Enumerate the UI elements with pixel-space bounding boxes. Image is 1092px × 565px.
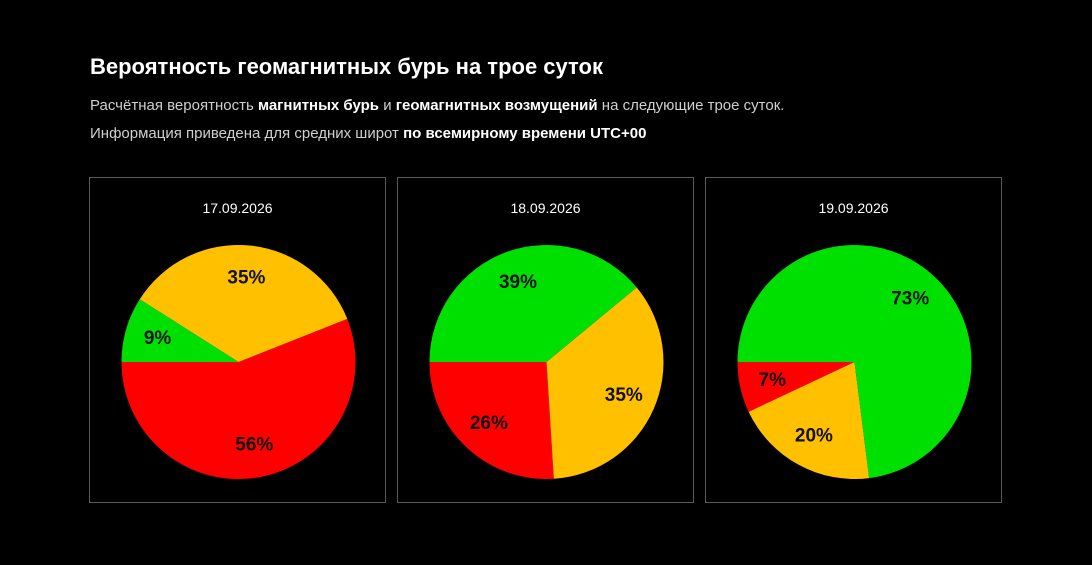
slice-label: 35% bbox=[227, 268, 265, 289]
pie-slice bbox=[546, 287, 664, 479]
description-bold: магнитных бурь bbox=[257, 97, 380, 114]
pie-slice bbox=[748, 362, 870, 480]
slice-label: 35% bbox=[605, 385, 643, 406]
pie-chart-day-2: 26% 35% 39% bbox=[429, 244, 664, 480]
pie-slice bbox=[429, 362, 554, 480]
pie-slice bbox=[121, 299, 239, 362]
slice-label: 73% bbox=[891, 288, 929, 309]
description-bold: геомагнитных возмущений bbox=[395, 97, 598, 114]
forecast-panel-day-3: 19.09.2026 7% 20% 73% bbox=[705, 177, 1002, 503]
slice-label: 26% bbox=[470, 413, 508, 434]
slice-label: 56% bbox=[235, 434, 273, 455]
description-line-2: Информация приведена для средних широт п… bbox=[90, 125, 646, 142]
pie-chart-day-3: 7% 20% 73% bbox=[737, 245, 972, 480]
slice-label: 20% bbox=[795, 425, 833, 446]
description-text: Расчётная вероятность bbox=[90, 97, 258, 114]
description-text: и bbox=[379, 97, 396, 114]
page-title: Вероятность геомагнитных бурь на трое су… bbox=[90, 54, 603, 79]
pie-slice bbox=[139, 245, 348, 362]
pie-slice bbox=[429, 244, 637, 362]
slice-label: 39% bbox=[499, 272, 537, 293]
slice-label: 9% bbox=[144, 328, 172, 349]
description-text: на следующие трое суток. bbox=[597, 97, 785, 114]
forecast-panel-day-1: 17.09.2026 56% 35% 9% bbox=[89, 177, 386, 503]
pie-slice bbox=[737, 245, 972, 479]
pie-slice bbox=[121, 318, 356, 480]
pie-chart-day-1: 56% 35% 9% bbox=[121, 245, 356, 480]
forecast-panel-day-2: 18.09.2026 26% 35% 39% bbox=[397, 177, 694, 503]
forecast-panels: 17.09.2026 56% 35% 9% 18.09.2026 26% 35% 39%… bbox=[89, 177, 1004, 505]
slice-label: 7% bbox=[759, 370, 787, 391]
panel-date: 17.09.2026 bbox=[202, 200, 273, 216]
pie-slice bbox=[737, 362, 855, 412]
panel-date: 18.09.2026 bbox=[510, 200, 581, 216]
description-line-1: Расчётная вероятность магнитных бурь и г… bbox=[90, 97, 784, 114]
description-bold: по всемирному времени UTC+00 bbox=[403, 125, 647, 142]
description-text: Информация приведена для средних широт bbox=[90, 125, 404, 142]
panel-date: 19.09.2026 bbox=[818, 200, 889, 216]
